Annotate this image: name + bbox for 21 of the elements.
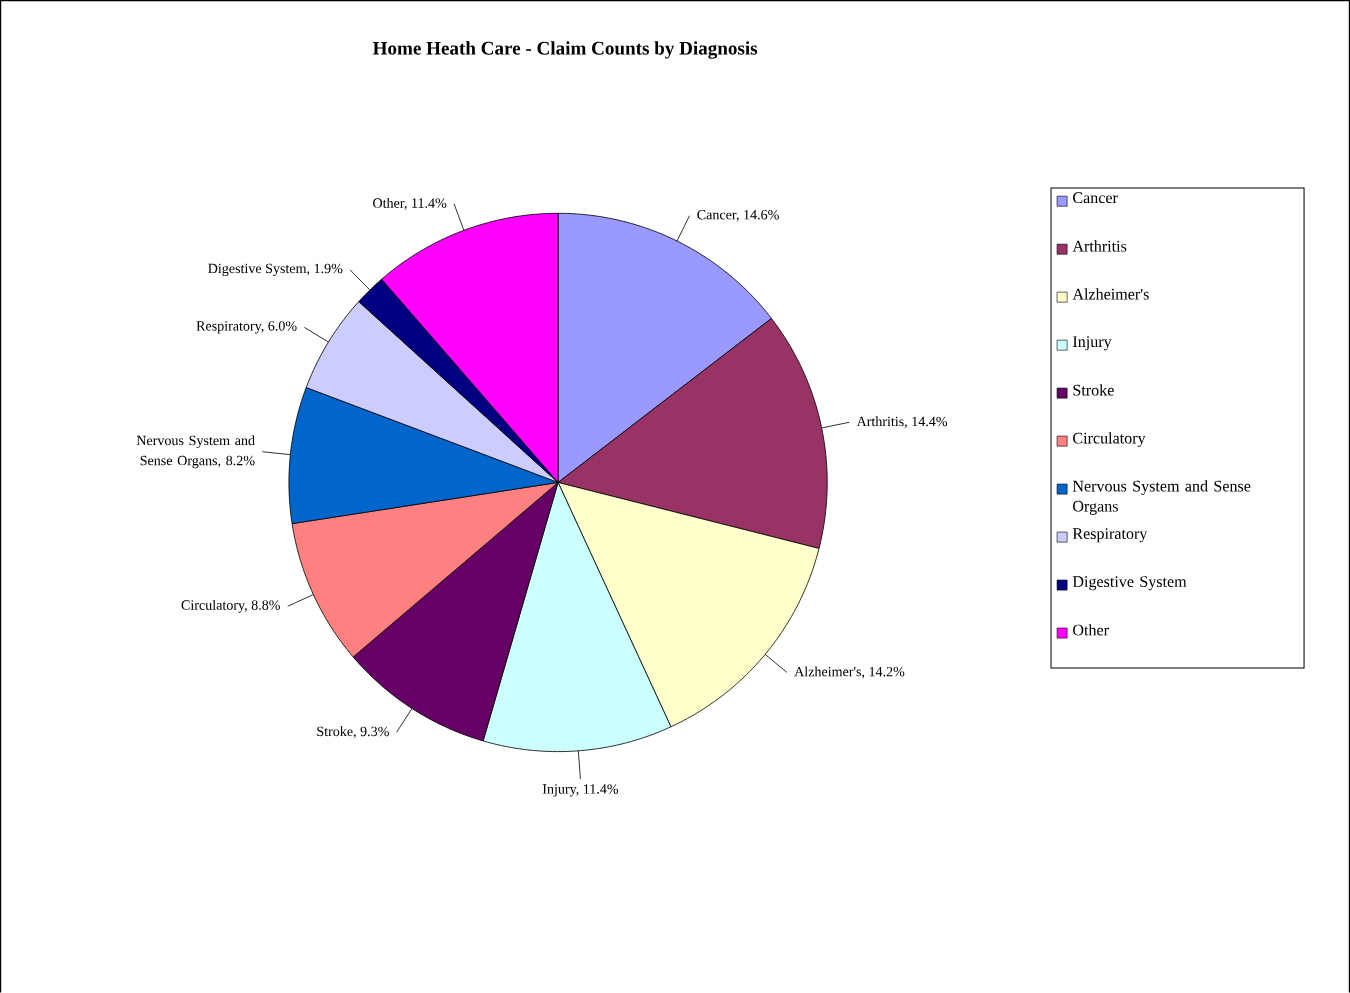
legend-label: Arthritis xyxy=(1072,240,1127,252)
legend-label: Respiratory xyxy=(1072,528,1148,543)
data-label: Nervous System and Sense Organs, 8.2% xyxy=(136,435,255,469)
legend-label: Nervous System and Sense Organs xyxy=(1072,480,1251,515)
data-label: Other, 11.4% xyxy=(373,197,447,210)
data-label: Respiratory, 6.0% xyxy=(196,321,297,334)
data-label: Alzheimer's, 14.2% xyxy=(794,666,905,679)
legend-label: Injury xyxy=(1072,336,1112,351)
legend-label: Alzheimer's xyxy=(1072,288,1149,300)
legend-label: Other xyxy=(1073,624,1109,636)
legend-label: Circulatory xyxy=(1073,432,1146,447)
data-label: Digestive System, 1.9% xyxy=(208,263,343,277)
data-label: Injury, 11.4% xyxy=(542,784,619,797)
legend-label: Digestive System xyxy=(1072,576,1187,591)
data-label: Circulatory, 8.8% xyxy=(181,599,280,613)
chart-title: Home Heath Care - Claim Counts by Diagnosis xyxy=(372,41,758,59)
data-label: Cancer, 14.6% xyxy=(697,209,779,222)
legend-label: Stroke xyxy=(1073,384,1114,396)
legend-label: Cancer xyxy=(1073,192,1118,204)
data-label: Stroke, 9.3% xyxy=(317,726,389,739)
data-label: Arthritis, 14.4% xyxy=(856,416,948,429)
